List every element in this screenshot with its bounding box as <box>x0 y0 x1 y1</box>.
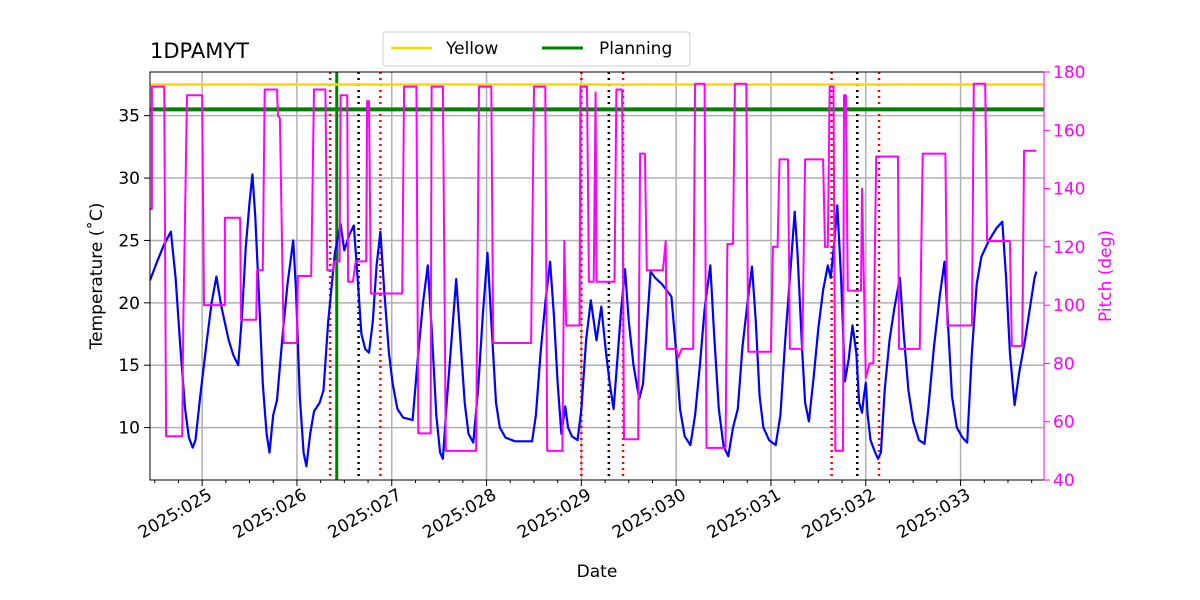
x-axis-label: Date <box>577 562 618 582</box>
limit-lines <box>150 83 1044 112</box>
y2-tick-label: 180 <box>1053 63 1085 83</box>
temperature-series-line <box>150 173 1038 468</box>
y-tick-label: 25 <box>118 231 140 251</box>
y-axis-right: 40 60 80 100 120 140 160 180 <box>1043 63 1085 491</box>
y2-tick-label: 140 <box>1053 180 1085 200</box>
legend: Yellow Planning <box>382 31 691 67</box>
chart-title: 1DPAMYT <box>150 39 249 63</box>
y2-tick-label: 120 <box>1053 238 1085 258</box>
y2-tick-label: 40 <box>1053 471 1075 491</box>
y-axis-left: 10 15 20 25 30 35 <box>118 107 150 439</box>
y-axis-label: Temperature (˚C) <box>86 203 107 351</box>
legend-box <box>382 31 691 67</box>
y-tick-label: 30 <box>118 169 140 189</box>
y-tick-label: 35 <box>118 107 140 127</box>
y-tick-label: 15 <box>118 356 140 376</box>
pitch-series-line <box>150 82 1037 452</box>
series-lines <box>150 82 1038 468</box>
y-tick-label: 20 <box>118 294 140 314</box>
y-tick-label: 10 <box>118 419 140 439</box>
y2-axis-label: Pitch (deg) <box>1096 230 1116 322</box>
legend-label-planning: Planning <box>599 39 672 59</box>
y2-tick-label: 60 <box>1053 413 1075 433</box>
y2-tick-label: 80 <box>1053 354 1075 374</box>
legend-label-yellow: Yellow <box>445 39 498 59</box>
y2-tick-label: 100 <box>1053 296 1085 316</box>
y2-tick-label: 160 <box>1053 121 1085 141</box>
